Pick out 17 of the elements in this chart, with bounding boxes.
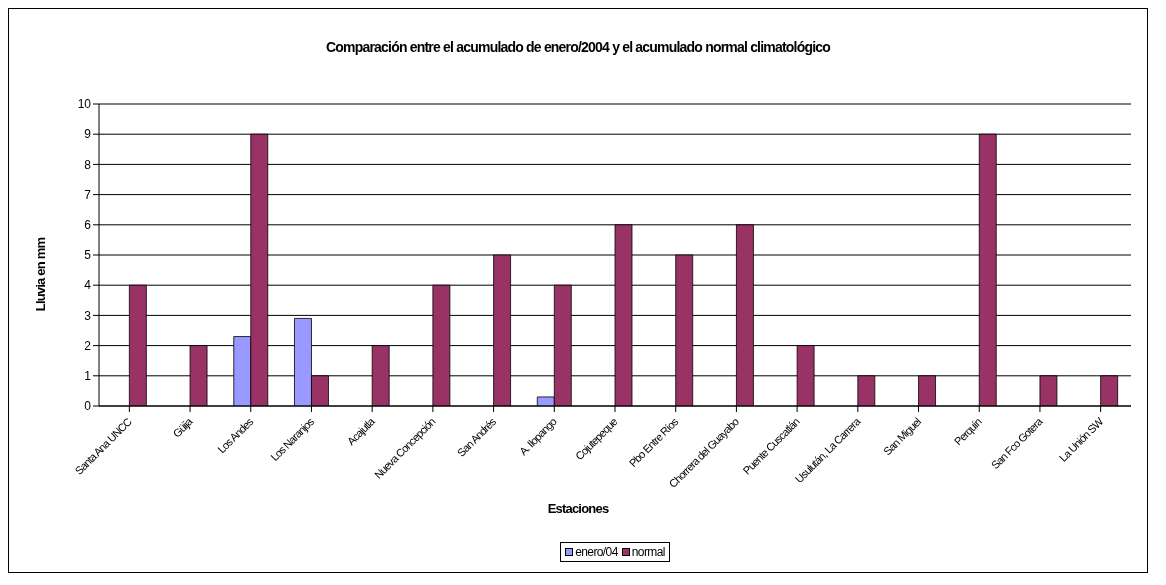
chart-title: Comparación entre el acumulado de enero/2004 y el acumulado normal climatológico <box>325 39 832 55</box>
y-tick-label: 1 <box>84 369 92 384</box>
y-tick-label: 8 <box>84 157 92 172</box>
y-tick-label: 2 <box>84 338 92 353</box>
y-tick-label: 7 <box>84 187 92 202</box>
y-tick-label: 3 <box>84 308 92 323</box>
y-tick-label: 0 <box>84 399 92 414</box>
legend-label: enero/04 <box>574 545 618 559</box>
y-tick-label: 10 <box>77 97 92 112</box>
y-tick-label: 4 <box>84 278 92 293</box>
y-tick-label: 6 <box>84 218 92 233</box>
y-tick-label: 9 <box>84 127 92 142</box>
legend-label: normal <box>630 545 665 559</box>
y-tick-label: 5 <box>84 248 92 263</box>
x-tick-label: Güija <box>170 414 196 440</box>
x-axis-title: Estaciones <box>546 501 610 516</box>
y-axis-title: Lluvia en mm <box>33 237 49 311</box>
